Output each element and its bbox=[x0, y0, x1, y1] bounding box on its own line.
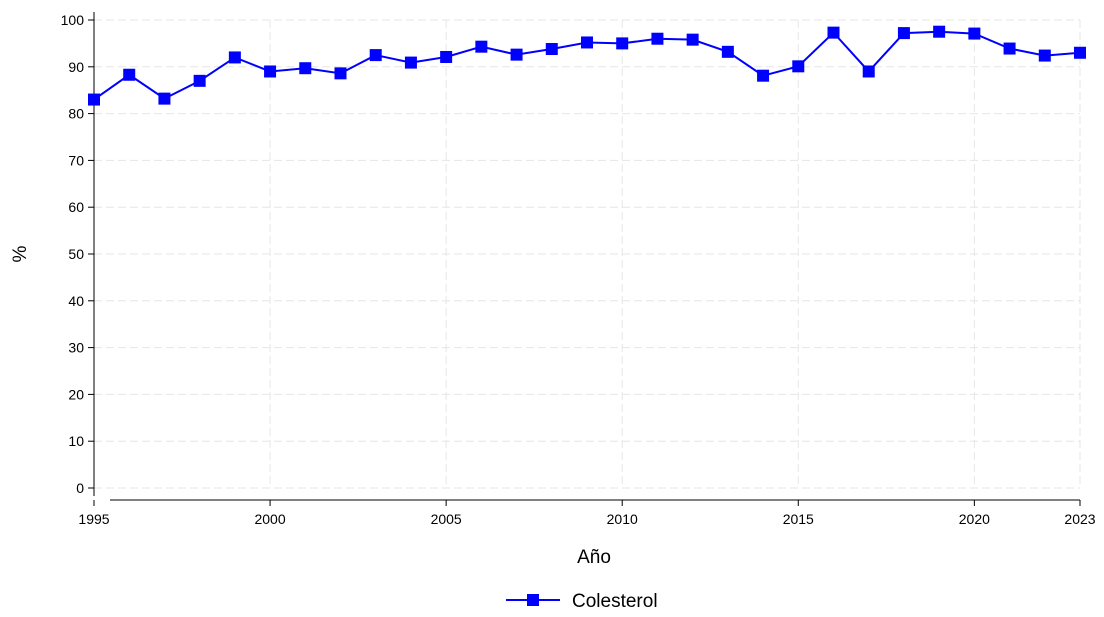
data-point bbox=[264, 65, 277, 78]
y-tick-label: 40 bbox=[68, 293, 84, 309]
x-tick-label: 2005 bbox=[431, 511, 462, 527]
legend-label-colesterol: Colesterol bbox=[572, 591, 658, 612]
data-point bbox=[440, 50, 453, 63]
legend: Colesterol bbox=[506, 591, 658, 612]
data-point bbox=[158, 92, 171, 105]
data-point bbox=[897, 27, 910, 40]
data-point bbox=[193, 74, 206, 87]
y-tick-label: 80 bbox=[68, 106, 84, 122]
x-tick-label: 2020 bbox=[959, 511, 990, 527]
data-point bbox=[510, 48, 523, 61]
data-point bbox=[123, 68, 136, 81]
data-point bbox=[827, 26, 840, 39]
y-tick-label: 60 bbox=[68, 199, 84, 215]
data-point bbox=[721, 45, 734, 58]
data-point bbox=[686, 33, 699, 46]
y-tick-label: 30 bbox=[68, 340, 84, 356]
x-tick-label: 1995 bbox=[78, 511, 109, 527]
legend-marker bbox=[527, 594, 539, 606]
y-tick-label: 10 bbox=[68, 433, 84, 449]
data-point bbox=[792, 60, 805, 73]
x-tick-label: 2015 bbox=[783, 511, 814, 527]
y-tick-label: 100 bbox=[61, 12, 85, 28]
data-point bbox=[933, 25, 946, 38]
series-layer bbox=[88, 25, 1086, 106]
data-point bbox=[404, 56, 417, 69]
data-point bbox=[862, 65, 875, 78]
axes: 0 10 20 30 40 50 60 70 80 90 100 1995 2000 2005 2010 20… bbox=[61, 12, 1096, 527]
x-tick-label: 2010 bbox=[607, 511, 638, 527]
x-tick-label: 2023 bbox=[1064, 511, 1095, 527]
data-point bbox=[475, 40, 488, 53]
data-point bbox=[616, 37, 629, 50]
y-tick-label: 20 bbox=[68, 386, 84, 402]
data-point bbox=[651, 32, 664, 45]
data-point bbox=[88, 93, 100, 106]
data-point bbox=[1038, 49, 1051, 62]
y-tick-label: 0 bbox=[76, 480, 84, 496]
data-point bbox=[757, 69, 770, 82]
data-point bbox=[334, 67, 347, 80]
data-point bbox=[968, 27, 981, 40]
y-tick-label: 50 bbox=[68, 246, 84, 262]
x-axis-label: Año bbox=[577, 547, 611, 568]
y-tick-label: 90 bbox=[68, 59, 84, 75]
data-point bbox=[581, 36, 593, 49]
data-point bbox=[545, 43, 558, 56]
data-point bbox=[1003, 42, 1016, 55]
data-point bbox=[1074, 46, 1086, 59]
data-point bbox=[228, 51, 241, 64]
y-axis-label: % bbox=[10, 245, 31, 262]
grid-lines bbox=[93, 19, 1081, 489]
x-tick-label: 2000 bbox=[254, 511, 285, 527]
data-point bbox=[299, 62, 312, 75]
y-tick-label: 70 bbox=[68, 152, 84, 168]
data-point bbox=[369, 49, 382, 62]
